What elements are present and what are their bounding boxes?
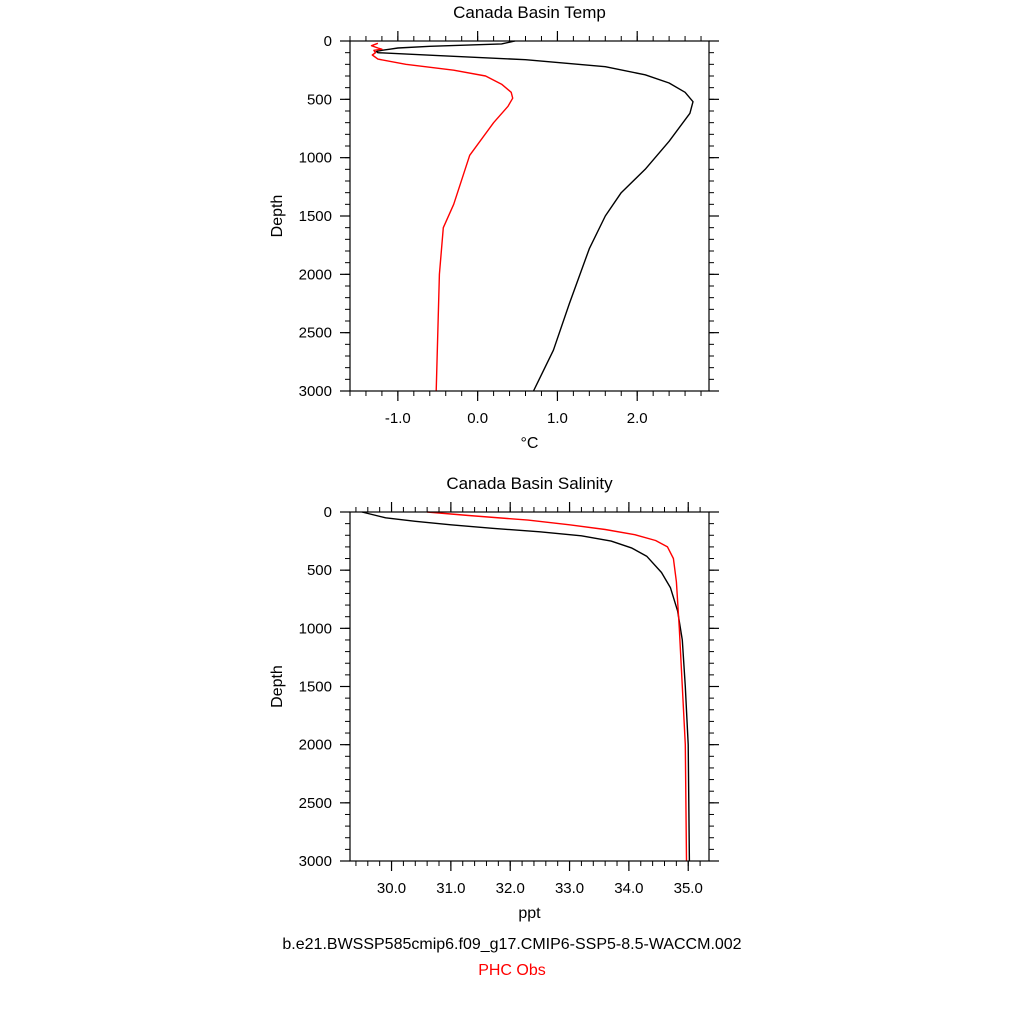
y-tick-label: 3000 [299,853,332,870]
x-tick-label: 35.0 [674,880,703,897]
model-profile-line [375,40,694,392]
model-profile-line [361,511,691,862]
x-tick-label: 34.0 [614,880,643,897]
model-run-label: b.e21.BWSSP585cmip6.f09_g17.CMIP6-SSP5-8… [282,936,742,953]
y-tick-label: 3000 [299,383,332,400]
x-axis-label: ppt [518,905,541,922]
y-tick-label: 1500 [299,679,332,696]
x-tick-label: 33.0 [555,880,584,897]
x-tick-label: 31.0 [436,880,465,897]
y-tick-label: 2500 [299,325,332,342]
y-tick-label: 2000 [299,266,332,283]
y-tick-label: 2000 [299,737,332,754]
y-tick-label: 1500 [299,208,332,225]
x-tick-label: 0.0 [467,410,488,427]
y-tick-label: 500 [307,91,332,108]
y-tick-label: 1000 [299,620,332,637]
y-axis-label: Depth [269,665,286,708]
x-axis-label: °C [521,435,539,452]
y-tick-label: 500 [307,562,332,579]
x-tick-label: 32.0 [496,880,525,897]
plot-frame [349,511,710,862]
obs-label: PHC Obs [478,962,546,979]
chart-title: Canada Basin Temp [453,3,606,22]
y-tick-label: 0 [324,504,332,521]
plot-frame [349,40,710,392]
salinity-panel: 30.0 31.0 32.0 33.0 34.0 35.0 0 500 1000 1500 2000… [269,474,719,922]
y-tick-label: 0 [324,33,332,50]
chart-title: Canada Basin Salinity [446,474,613,493]
x-tick-label: 1.0 [547,410,568,427]
obs-profile-line [427,511,688,862]
y-axis-label: Depth [269,195,286,238]
y-tick-label: 1000 [299,150,332,167]
x-tick-label: -1.0 [385,410,411,427]
x-tick-label: 30.0 [377,880,406,897]
x-tick-label: 2.0 [627,410,648,427]
obs-profile-line [370,42,514,392]
temperature-panel: -1.0 0.0 1.0 2.0 0 500 1000 1500 2000 2500 3000 Can… [269,3,719,452]
y-tick-label: 2500 [299,795,332,812]
